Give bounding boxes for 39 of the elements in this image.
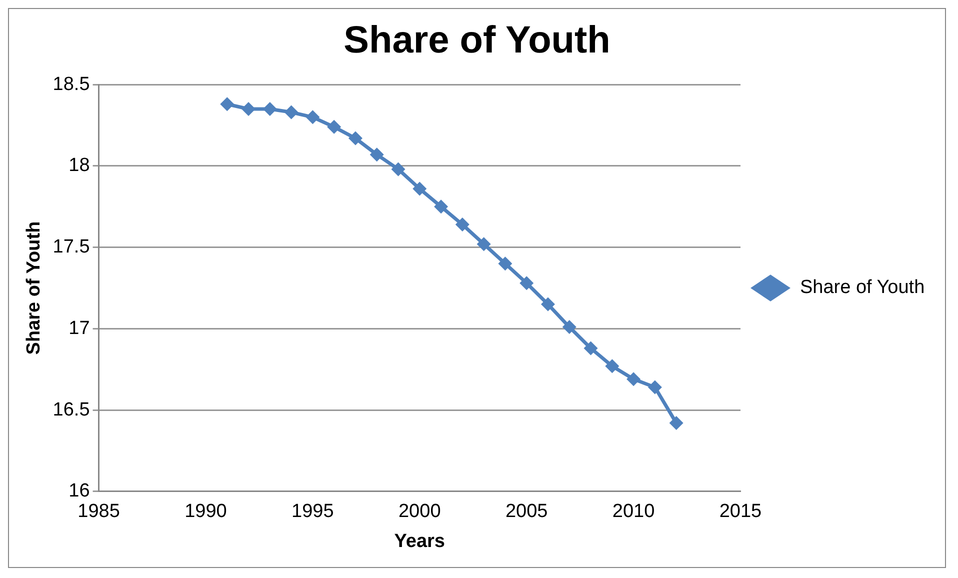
point — [605, 359, 620, 374]
y-tick-label: 17.5 — [52, 236, 90, 258]
y-tick-label: 16 — [68, 480, 90, 502]
x-tick-label: 2010 — [612, 501, 655, 522]
x-axis-title: Years — [394, 530, 445, 552]
point — [540, 297, 555, 312]
point — [284, 105, 298, 120]
point — [370, 148, 384, 162]
point — [584, 341, 598, 356]
point — [498, 256, 512, 271]
chart-title: Share of Youth — [344, 19, 610, 62]
point — [242, 102, 256, 116]
point — [327, 120, 342, 134]
y-tick-label: 16.5 — [52, 399, 90, 420]
point — [412, 182, 427, 196]
point — [434, 200, 448, 214]
point — [648, 380, 662, 394]
x-tick-label: 1985 — [78, 501, 120, 522]
legend-label: Share of Youth — [800, 277, 925, 298]
point — [220, 97, 234, 112]
y-tick-label: 18 — [68, 155, 90, 176]
point — [391, 162, 406, 176]
x-tick-label: 1995 — [292, 501, 334, 522]
point — [262, 102, 277, 116]
point — [455, 218, 470, 232]
x-tick-label: 2000 — [398, 501, 441, 522]
y-tick-label: 18.5 — [52, 74, 90, 95]
point — [348, 131, 362, 146]
y-tick-label: 17 — [68, 318, 90, 339]
point — [669, 416, 684, 430]
point — [306, 110, 320, 124]
x-tick-label: 2005 — [505, 501, 548, 522]
point — [476, 237, 491, 252]
point — [520, 276, 534, 290]
point — [562, 320, 576, 334]
point — [626, 372, 641, 386]
x-tick-label: 2015 — [719, 501, 762, 522]
y-axis-title: Share of Youth — [24, 221, 45, 355]
x-tick-label: 1990 — [184, 501, 227, 522]
